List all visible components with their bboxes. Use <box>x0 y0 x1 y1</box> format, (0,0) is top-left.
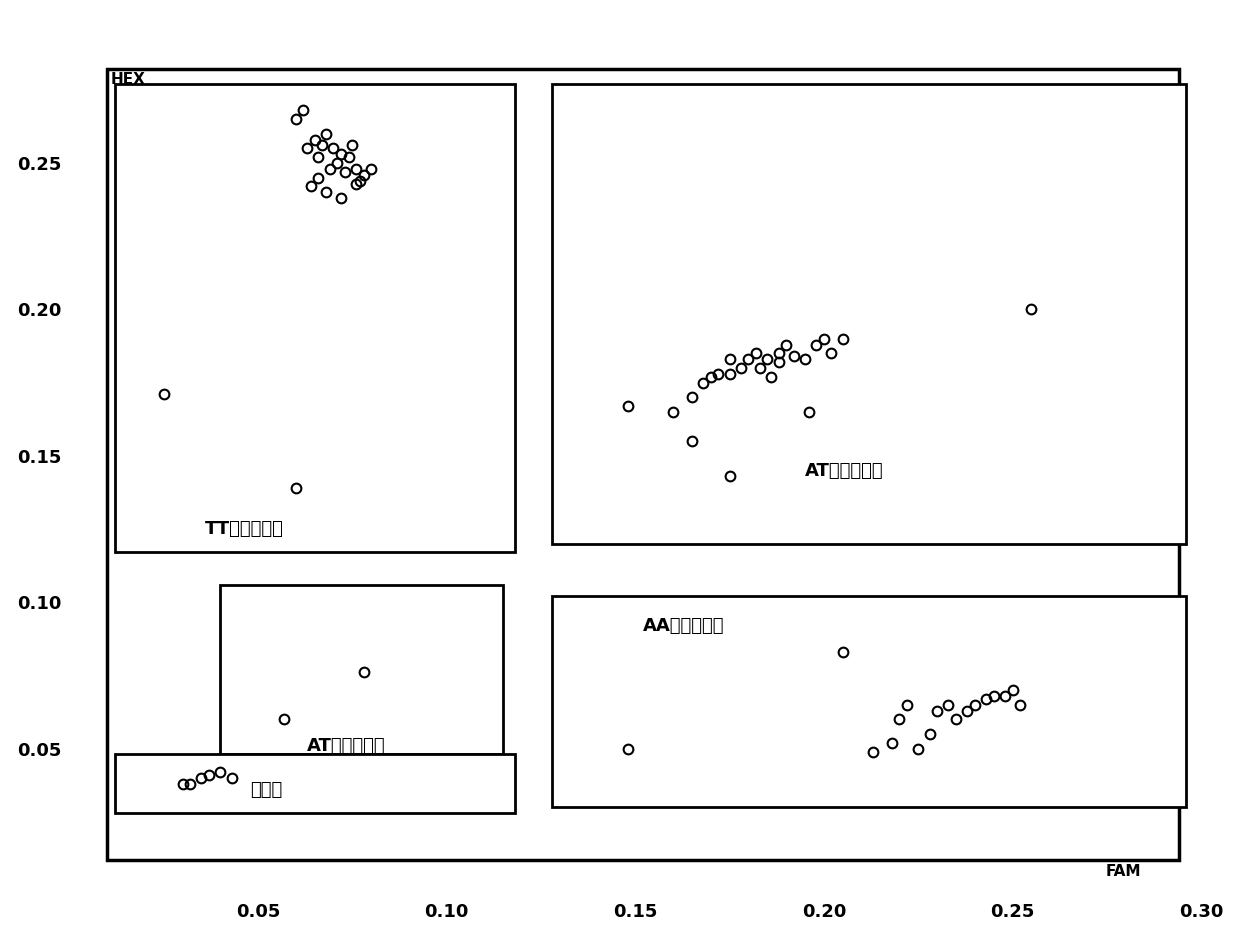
Bar <box>114 754 515 813</box>
Text: AT杂合基因型: AT杂合基因型 <box>308 737 386 755</box>
Text: HEX: HEX <box>110 72 146 87</box>
Bar <box>552 84 1185 544</box>
Text: AA纯合基因型: AA纯合基因型 <box>642 617 724 635</box>
Text: 未检出: 未检出 <box>250 780 283 798</box>
Text: AT杂合基因型: AT杂合基因型 <box>805 461 884 479</box>
Bar <box>114 84 515 552</box>
Bar <box>552 597 1185 808</box>
Text: TT纯合基因型: TT纯合基因型 <box>205 521 284 538</box>
Text: FAM: FAM <box>1105 864 1141 879</box>
Bar <box>221 584 503 754</box>
